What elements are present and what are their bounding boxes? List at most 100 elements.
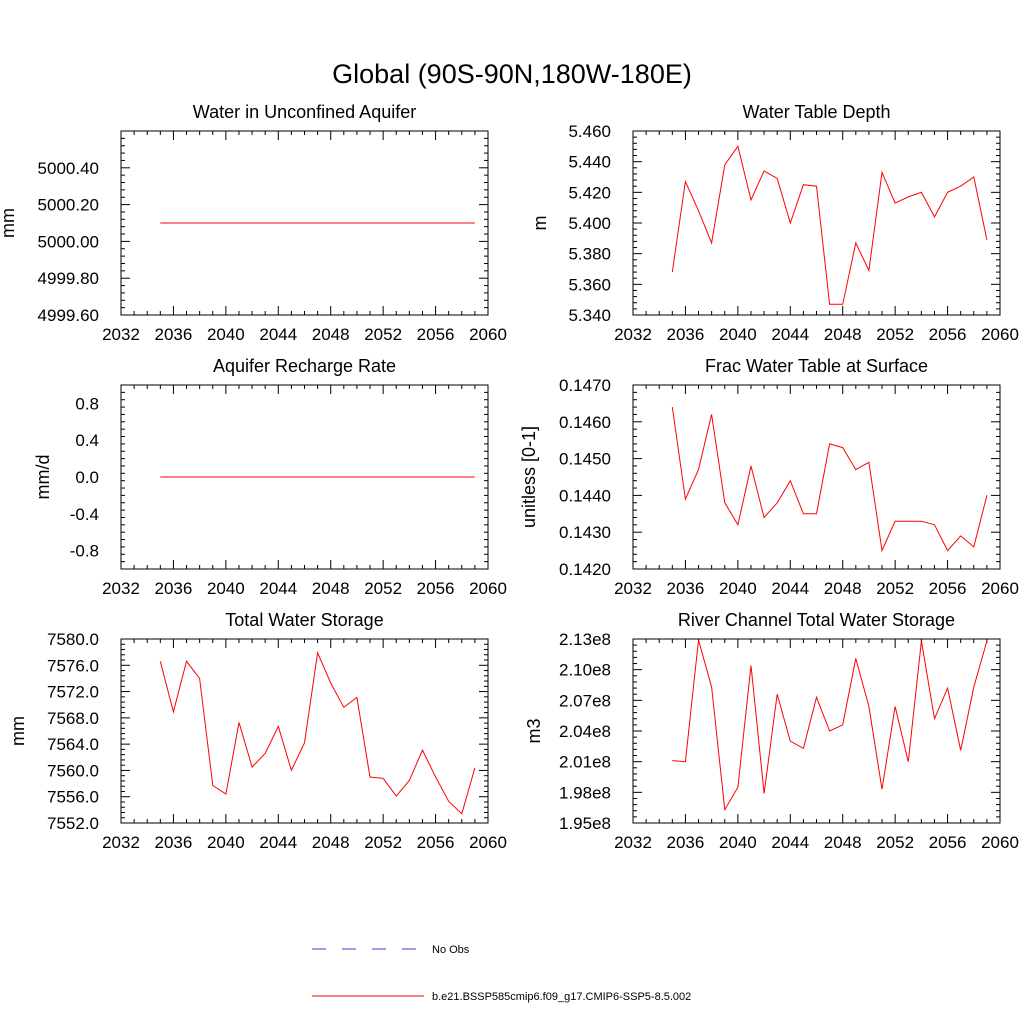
panel-title: Aquifer Recharge Rate — [213, 356, 396, 376]
y-tick-label: 5.400 — [568, 214, 611, 233]
x-tick-label: 2056 — [417, 833, 455, 852]
x-tick-label: 2044 — [259, 833, 297, 852]
chart-panel-5: Total Water Storage mm 2032 2036 2040 2044 204… — [8, 610, 507, 852]
x-tick-label: 2040 — [719, 325, 757, 344]
y-tick-label: 5.340 — [568, 306, 611, 325]
y-tick-label: 7564.0 — [47, 735, 99, 754]
x-tick-label: 2056 — [417, 579, 455, 598]
y-tick-label: -0.4 — [70, 505, 99, 524]
x-tick-label: 2060 — [981, 579, 1019, 598]
y-tick-label: 5.440 — [568, 153, 611, 172]
y-tick-label: 0.8 — [75, 394, 99, 413]
x-tick-label: 2048 — [312, 579, 350, 598]
panel-title: River Channel Total Water Storage — [678, 610, 955, 630]
y-tick-label: 5.380 — [568, 245, 611, 264]
y-tick-label: 5000.20 — [38, 196, 99, 215]
y-tick-label: 5.360 — [568, 275, 611, 294]
x-tick-label: 2040 — [207, 833, 245, 852]
x-tick-label: 2048 — [312, 833, 350, 852]
x-tick-label: 2036 — [155, 579, 193, 598]
x-tick-label: 2060 — [981, 325, 1019, 344]
x-tick-label: 2040 — [207, 325, 245, 344]
x-tick-label: 2060 — [981, 833, 1019, 852]
x-tick-label: 2040 — [719, 833, 757, 852]
y-tick-label: 5.460 — [568, 122, 611, 141]
y-axis-label: mm — [0, 208, 18, 238]
y-tick-label: 1.98e8 — [559, 783, 611, 802]
y-axis-label: m3 — [524, 718, 544, 743]
y-tick-label: 7572.0 — [47, 683, 99, 702]
series-line — [671, 145, 988, 305]
x-tick-label: 2056 — [929, 325, 967, 344]
figure-title: Global (90S-90N,180W-180E) — [332, 59, 692, 89]
x-tick-label: 2032 — [102, 325, 140, 344]
x-tick-label: 2052 — [364, 579, 402, 598]
x-tick-label: 2032 — [102, 833, 140, 852]
x-tick-label: 2044 — [771, 833, 809, 852]
x-tick-label: 2036 — [155, 833, 193, 852]
y-tick-label: 0.1420 — [559, 560, 611, 579]
y-tick-label: 0.1430 — [559, 523, 611, 542]
x-tick-label: 2044 — [771, 325, 809, 344]
plot-frame — [632, 638, 1001, 824]
y-tick-label: 0.0 — [75, 468, 99, 487]
x-tick-label: 2060 — [469, 325, 507, 344]
chart-panel-3: Aquifer Recharge Rate mm/d 2032 2036 2040 204… — [33, 356, 507, 598]
x-tick-label: 2032 — [102, 579, 140, 598]
chart-panel-1: Water in Unconfined Aquifer mm 2032 2036 204… — [0, 102, 507, 344]
y-tick-label: 7576.0 — [47, 656, 99, 675]
y-tick-label: 2.07e8 — [559, 691, 611, 710]
x-tick-label: 2040 — [719, 579, 757, 598]
x-tick-label: 2060 — [469, 833, 507, 852]
plot-frame — [632, 130, 1001, 316]
series-line — [671, 407, 988, 553]
x-tick-label: 2032 — [614, 325, 652, 344]
x-tick-label: 2052 — [364, 833, 402, 852]
y-tick-label: 7556.0 — [47, 788, 99, 807]
x-tick-label: 2052 — [364, 325, 402, 344]
y-tick-label: 7568.0 — [47, 709, 99, 728]
series-line — [159, 650, 476, 815]
y-axis-label: unitless [0-1] — [519, 426, 539, 528]
x-tick-label: 2048 — [824, 579, 862, 598]
y-axis-label: mm/d — [33, 455, 53, 500]
legend: No Obs b.e21.BSSP585cmip6.f09_g17.CMIP6-… — [312, 944, 691, 1003]
chart-panels: Water in Unconfined Aquifer mm 2032 2036 204… — [0, 102, 1019, 852]
y-tick-label: 2.10e8 — [559, 661, 611, 680]
y-tick-label: 5000.00 — [38, 232, 99, 251]
chart-panel-4: Frac Water Table at Surface unitless [0-1… — [519, 356, 1019, 598]
y-tick-label: 0.1450 — [559, 450, 611, 469]
y-axis-label: mm — [8, 716, 28, 746]
y-tick-label: 5000.40 — [38, 159, 99, 178]
panel-title: Total Water Storage — [225, 610, 383, 630]
x-tick-label: 2040 — [207, 579, 245, 598]
y-tick-label: 7580.0 — [47, 630, 99, 649]
y-tick-label: 7560.0 — [47, 761, 99, 780]
panel-title: Water in Unconfined Aquifer — [193, 102, 416, 122]
y-tick-label: 0.1470 — [559, 376, 611, 395]
panel-title: Frac Water Table at Surface — [705, 356, 928, 376]
x-tick-label: 2056 — [929, 579, 967, 598]
x-tick-label: 2052 — [876, 325, 914, 344]
y-tick-label: 0.4 — [75, 431, 99, 450]
chart-panel-2: Water Table Depth m 2032 2036 2040 2044 2048 20… — [530, 102, 1019, 344]
x-tick-label: 2032 — [614, 833, 652, 852]
y-tick-label: -0.8 — [70, 542, 99, 561]
legend-label-model: b.e21.BSSP585cmip6.f09_g17.CMIP6-SSP5-8.… — [432, 991, 691, 1003]
x-tick-label: 2048 — [312, 325, 350, 344]
y-tick-label: 4999.60 — [38, 306, 99, 325]
x-tick-label: 2044 — [771, 579, 809, 598]
panel-title: Water Table Depth — [742, 102, 890, 122]
series-line — [672, 639, 988, 812]
x-tick-label: 2052 — [876, 579, 914, 598]
x-tick-label: 2036 — [667, 833, 705, 852]
y-tick-label: 2.04e8 — [559, 722, 611, 741]
x-tick-label: 2036 — [667, 325, 705, 344]
plot-frame — [120, 638, 489, 824]
y-tick-label: 5.420 — [568, 183, 611, 202]
x-tick-label: 2044 — [259, 325, 297, 344]
x-tick-label: 2044 — [259, 579, 297, 598]
x-tick-label: 2036 — [155, 325, 193, 344]
x-tick-label: 2052 — [876, 833, 914, 852]
